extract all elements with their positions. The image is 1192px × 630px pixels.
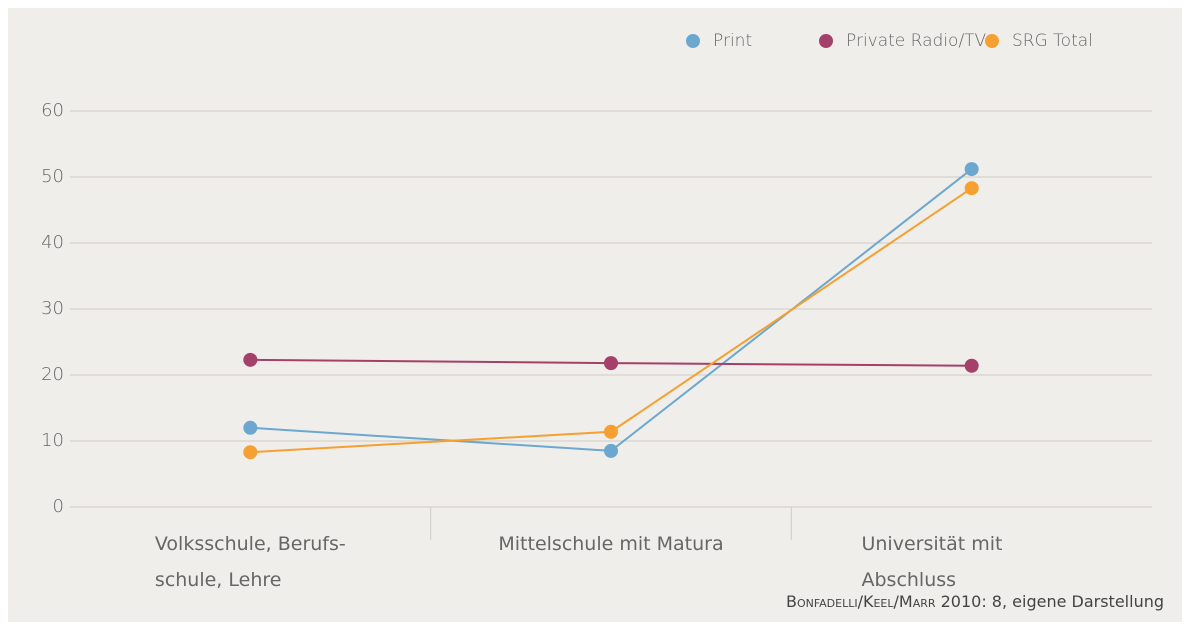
source-authors: Bonfadelli/Keel/Marr bbox=[785, 592, 936, 611]
data-point bbox=[964, 358, 979, 373]
y-tick-label: 30 bbox=[41, 298, 64, 319]
panel bbox=[8, 8, 1182, 622]
source: Bonfadelli/Keel/Marr 2010: 8, eigene Dar… bbox=[786, 592, 1164, 611]
data-point bbox=[243, 352, 258, 367]
legend-label: Print bbox=[713, 31, 752, 51]
y-tick-label: 0 bbox=[53, 496, 64, 517]
legend-label: Private Radio/TV bbox=[846, 31, 987, 51]
series-line bbox=[250, 187, 973, 454]
y-tick-label: 60 bbox=[41, 100, 64, 121]
data-point bbox=[964, 162, 979, 177]
source-detail: 2010: 8, eigene Darstellung bbox=[940, 592, 1164, 611]
y-tick-label: 50 bbox=[41, 166, 64, 187]
legend-swatch bbox=[985, 34, 999, 48]
data-point bbox=[604, 443, 618, 458]
data-point bbox=[243, 420, 258, 435]
legend-swatch bbox=[686, 34, 700, 48]
data-point bbox=[604, 424, 618, 439]
x-tick-label: Universität mit Abschluss bbox=[861, 533, 1003, 591]
y-tick-label: 10 bbox=[41, 430, 64, 451]
y-tick-label: 20 bbox=[41, 364, 64, 385]
x-tick-label: Volksschule, Berufs- schule, Lehre bbox=[154, 533, 346, 591]
legend-swatch bbox=[819, 34, 833, 48]
series-line bbox=[250, 168, 973, 452]
data-point bbox=[964, 181, 979, 196]
data-point bbox=[604, 356, 618, 371]
legend-label: SRG Total bbox=[1012, 31, 1093, 51]
data-point bbox=[243, 445, 258, 460]
x-tick-label: Mittelschule mit Matura bbox=[498, 533, 724, 555]
y-tick-label: 40 bbox=[41, 232, 64, 253]
